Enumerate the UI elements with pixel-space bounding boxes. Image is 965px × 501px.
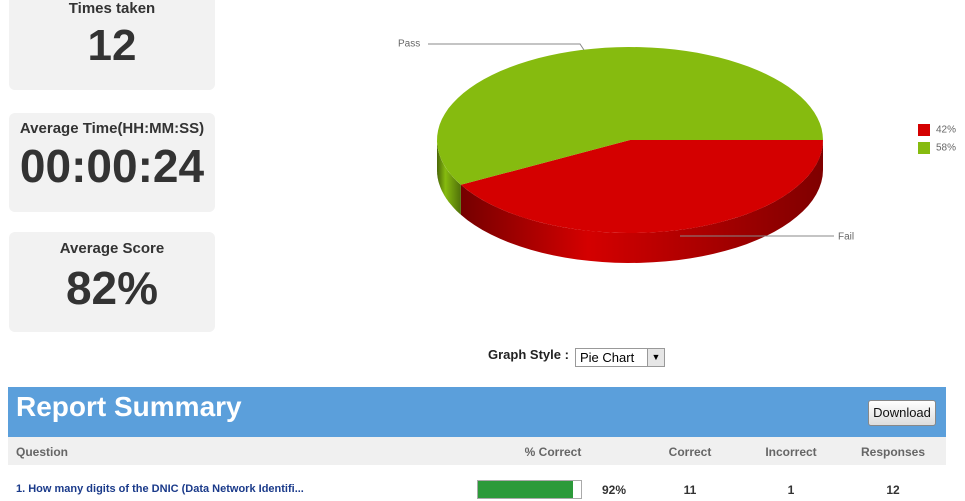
slice-label: Pass	[398, 39, 420, 50]
table-header: Question % Correct Correct Incorrect Res…	[8, 437, 946, 465]
stat-value: 82%	[65, 262, 159, 314]
stat-card: Average Score 82%	[9, 232, 215, 332]
selected-option: Pie Chart	[580, 350, 635, 365]
pie-slice	[437, 47, 823, 185]
slice-side	[437, 140, 461, 215]
stat-value: 00:00:24	[19, 140, 205, 192]
question-link[interactable]: 1. How many digits of the DNIC (Data Net…	[16, 483, 304, 495]
report-header: Report Summary Download	[8, 387, 946, 437]
incorrect-count: 1	[787, 483, 795, 497]
stat-card: Times taken 12	[9, 0, 215, 90]
column-header: Responses	[860, 445, 926, 459]
slice-side	[460, 140, 823, 263]
stat-label: Average Time(HH:MM:SS)	[19, 120, 205, 137]
graph-style-label: Graph Style :	[488, 347, 569, 362]
stat-card: Average Time(HH:MM:SS) 00:00:24	[9, 113, 215, 212]
progress-fill	[478, 481, 573, 498]
progress-bar	[477, 480, 582, 499]
column-header: Incorrect	[765, 445, 817, 459]
percent-label: 92%	[601, 483, 627, 497]
leader-line	[428, 43, 585, 51]
legend-label: 42%	[936, 125, 956, 136]
column-header: Correct	[668, 445, 712, 459]
legend-label: 58%	[936, 143, 956, 154]
graph-style-select[interactable]: Pie Chart ▼	[575, 348, 665, 367]
download-button[interactable]: Download	[868, 400, 936, 426]
column-header: Question	[16, 445, 69, 459]
chart: Pass Fail 42% 58%	[398, 39, 956, 263]
dropdown-arrow[interactable]: ▼	[647, 349, 664, 366]
pie-slice	[460, 140, 823, 233]
responses-count: 12	[886, 483, 900, 497]
table-row: 1. How many digits of the DNIC (Data Net…	[8, 477, 946, 501]
stat-value: 12	[87, 21, 137, 70]
legend-swatch	[918, 142, 930, 154]
slice-label: Fail	[838, 232, 854, 243]
report-title: Report Summary	[16, 391, 242, 422]
correct-count: 11	[683, 483, 697, 497]
stat-label: Average Score	[59, 240, 165, 257]
column-header: % Correct	[524, 445, 582, 459]
legend-swatch	[918, 124, 930, 136]
stat-label: Times taken	[68, 0, 156, 17]
